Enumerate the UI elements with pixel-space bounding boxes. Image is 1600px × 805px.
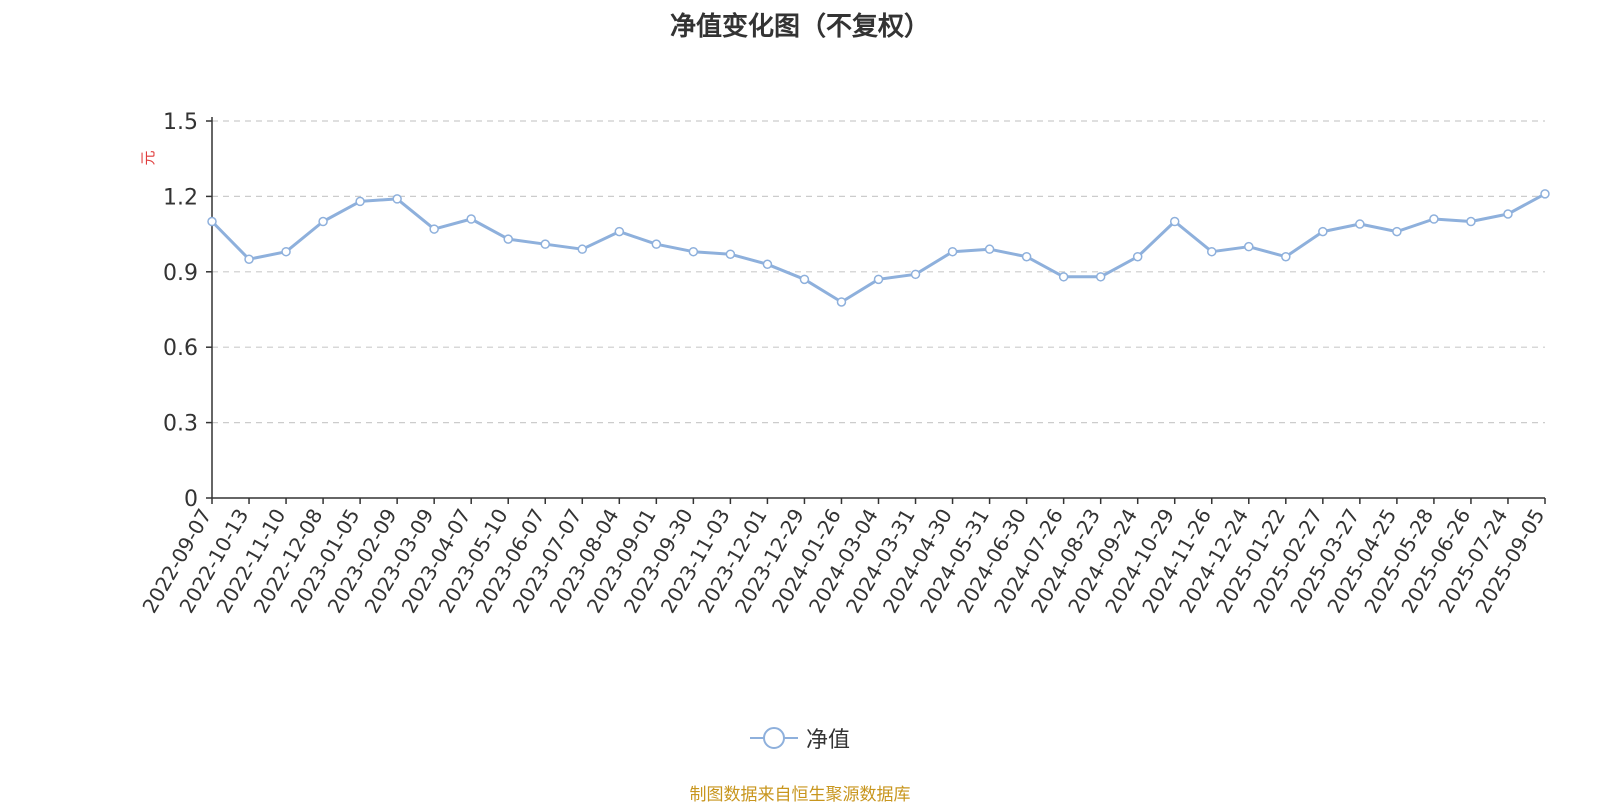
axes: 00.30.60.91.21.52022-09-072022-10-132022… [137,110,1549,617]
data-point [540,239,550,249]
y-axis-label: 元 [139,150,157,165]
grid-lines [212,120,1545,424]
data-point [429,224,439,234]
data-point [688,246,699,257]
data-point [1540,189,1550,199]
data-point [1429,214,1439,224]
data-point [1355,219,1365,229]
data-point [947,246,958,257]
data-point [466,214,476,224]
source-note: 制图数据来自恒生聚源数据库 [689,785,911,805]
series-line [210,192,1546,304]
data-point [762,259,773,270]
data-point [355,196,365,207]
data-point [281,246,291,257]
data-point [1392,226,1402,237]
data-point [1021,251,1032,262]
data-point [392,194,402,204]
chart-title: 净值变化图（不复权） [669,12,930,42]
data-point [1503,209,1513,219]
data-point [725,249,736,259]
data-point [799,274,810,285]
data-point [244,254,254,264]
data-point [207,216,217,227]
data-point [1318,226,1328,237]
data-point [910,269,921,280]
y-tick-label: 0.9 [163,261,198,286]
data-point [984,244,995,254]
data-point [1169,216,1180,227]
y-tick-label: 1.5 [163,110,198,135]
data-point [1132,251,1143,262]
legend-line-marker-icon [750,727,798,749]
data-point [1244,241,1254,252]
data-point [503,234,513,244]
data-point [1281,251,1291,262]
y-tick-label: 0 [184,487,198,512]
data-point [1058,272,1069,282]
data-point [1207,246,1217,257]
data-point [651,239,662,249]
data-point [873,274,884,285]
y-tick-label: 1.2 [163,185,198,210]
data-point [318,216,328,227]
data-point [1466,216,1476,227]
y-tick-label: 0.3 [163,412,198,437]
data-point [577,244,588,254]
legend-label: 净值 [806,728,851,753]
data-point [614,226,625,237]
data-point [1095,272,1106,282]
y-tick-label: 0.6 [163,336,198,361]
data-point [836,297,847,307]
legend[interactable]: 净值 [750,722,850,754]
series-layer [207,189,1550,307]
